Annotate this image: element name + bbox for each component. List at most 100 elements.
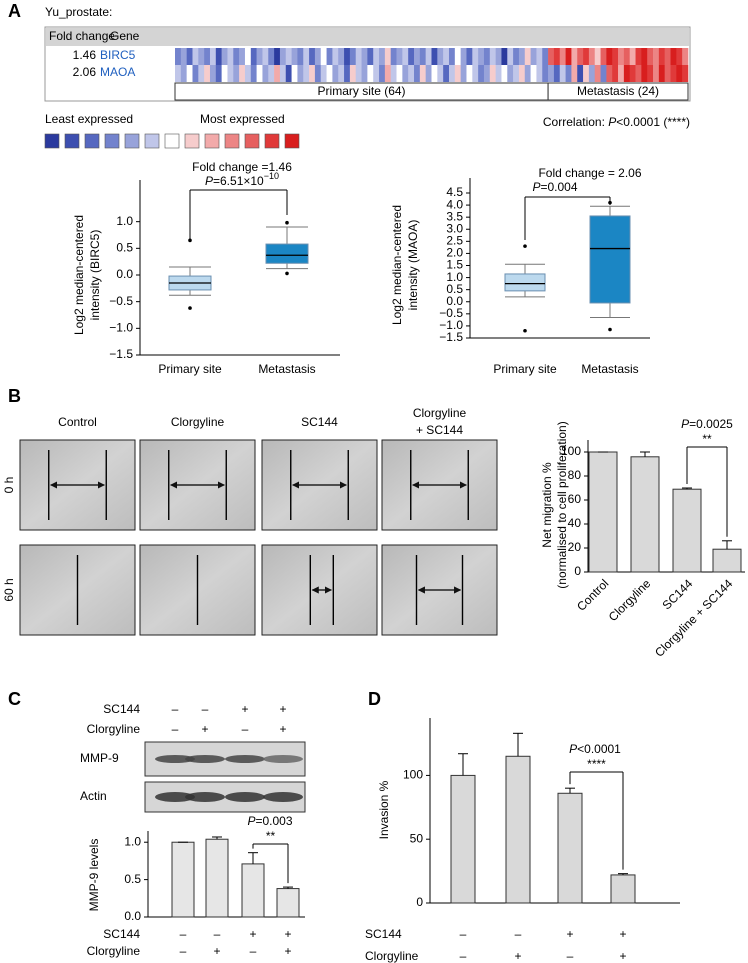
heatmap-cell <box>268 48 275 65</box>
blot-band <box>155 755 195 763</box>
heatmap-cell <box>472 48 479 65</box>
condition-sign: + <box>201 722 208 736</box>
y-tick-label: −1.5 <box>109 347 133 361</box>
heatmap-cell <box>431 48 438 65</box>
blot-band <box>185 755 225 763</box>
condition-sign: + <box>241 702 248 716</box>
heatmap-header <box>46 28 689 46</box>
heatmap-cell <box>431 65 438 82</box>
heatmap-cell <box>536 48 543 65</box>
condition-sign: + <box>514 949 521 963</box>
heatmap-cell <box>262 48 269 65</box>
y-tick-label: 20 <box>568 540 582 554</box>
heatmap-cell <box>454 65 461 82</box>
outlier <box>285 220 289 225</box>
heatmap-cell <box>606 48 613 65</box>
heatmap-cell <box>314 65 322 82</box>
column-label: Clorgyline <box>413 406 467 420</box>
heatmap-cell <box>349 65 357 82</box>
box <box>504 273 546 292</box>
heatmap-cell <box>320 65 327 82</box>
heatmap-cell <box>215 48 222 65</box>
heatmap-cell <box>384 65 391 82</box>
p-text: =0.0025 <box>689 417 733 431</box>
heatmap-cell <box>513 65 520 82</box>
gene-name: BIRC5 <box>100 48 136 62</box>
p-value: P<0.0001 <box>569 742 621 756</box>
heatmap-cell <box>443 65 450 82</box>
y-axis-title: Log2 median-centered <box>390 205 404 325</box>
legend-swatch <box>164 133 180 149</box>
heatmap-cell <box>583 65 590 82</box>
legend-swatch <box>124 133 140 149</box>
heatmap-cell <box>361 65 368 82</box>
condition-sign: + <box>279 702 286 716</box>
heatmap-cell <box>507 65 514 82</box>
condition-sign: – <box>180 927 187 941</box>
heatmap-cell <box>192 48 199 65</box>
heatmap-cell <box>664 65 671 82</box>
p-text: =0.003 <box>255 814 292 828</box>
heatmap-cell <box>629 48 636 65</box>
heatmap-cell <box>297 65 304 82</box>
y-tick-label: 3.0 <box>446 221 463 235</box>
heatmap-cell <box>291 48 298 65</box>
heatmap-cell <box>221 48 228 65</box>
heatmap-cell <box>647 48 654 65</box>
legend-swatch <box>204 133 220 149</box>
heatmap-cell <box>623 65 631 82</box>
heatmap-cell <box>565 65 572 82</box>
y-tick-label: 60 <box>568 492 582 506</box>
fold-change-label: Fold change =1.46 <box>192 160 292 174</box>
heatmap-cell <box>577 48 584 65</box>
heatmap-cell <box>483 65 491 82</box>
heatmap-cell <box>320 48 327 65</box>
y-tick-label: −1.0 <box>439 318 463 332</box>
heatmap-cell <box>355 48 362 65</box>
fold-change: 2.06 <box>73 65 97 79</box>
heatmap-cell <box>559 48 566 65</box>
heatmap-cell <box>466 48 473 65</box>
legend-swatch <box>244 133 260 149</box>
heatmap-cell <box>425 65 432 82</box>
x-tick-label: Clorgyline <box>606 576 654 624</box>
heatmap-cell <box>600 48 607 65</box>
legend-swatch <box>64 133 80 149</box>
y-tick-label: −1.5 <box>439 330 463 344</box>
heatmap-cell <box>209 65 217 82</box>
y-tick-label: −1.0 <box>109 321 133 335</box>
outlier <box>188 306 192 310</box>
heatmap-cell <box>448 48 456 65</box>
blot-band <box>263 755 303 763</box>
condition-sign: + <box>284 927 291 941</box>
condition-label: Clorgyline <box>87 722 141 736</box>
heatmap-cell <box>402 65 409 82</box>
heatmap-cell <box>408 65 415 82</box>
y-tick-label: 0.0 <box>446 294 463 308</box>
correlation-prefix: Correlation: <box>543 115 608 129</box>
column-label: + SC144 <box>416 423 463 437</box>
heatmap-cell <box>175 65 182 82</box>
heatmap-cell <box>489 48 496 65</box>
p-symbol: P <box>205 174 213 188</box>
y-tick-label: 100 <box>561 444 581 458</box>
outlier <box>285 271 289 276</box>
box <box>265 243 309 264</box>
y-tick-label: 4.5 <box>446 185 463 199</box>
panel-label: C <box>8 689 21 709</box>
heatmap-cell <box>262 65 269 82</box>
condition-sign: – <box>567 949 574 963</box>
y-axis-title: MMP-9 levels <box>87 839 101 912</box>
significance-stars: ** <box>266 829 276 843</box>
heatmap-title: Yu_prostate: <box>45 5 112 19</box>
y-axis-title: intensity (MAOA) <box>406 220 420 311</box>
y-tick-label: 80 <box>568 468 582 482</box>
y-tick-label: 3.5 <box>446 209 463 223</box>
y-tick-label: 100 <box>403 768 423 782</box>
heatmap-cell <box>367 48 374 65</box>
heatmap-cell <box>390 48 397 65</box>
condition-sign: + <box>284 944 291 958</box>
heatmap-cell <box>250 65 257 82</box>
x-tick-label: Primary site <box>493 362 557 376</box>
